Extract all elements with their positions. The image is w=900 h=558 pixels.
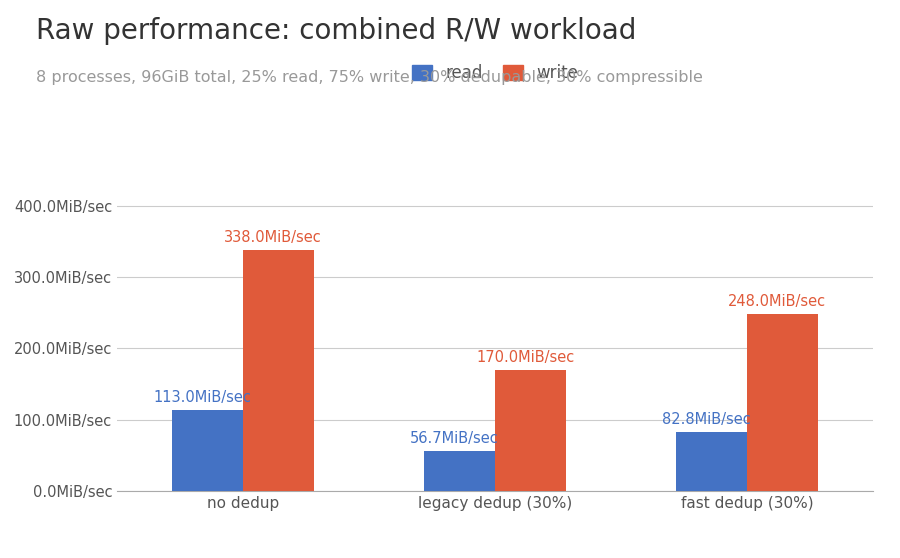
Text: 338.0MiB/sec: 338.0MiB/sec [224,230,322,245]
Bar [495,370,565,491]
Text: 82.8MiB/sec: 82.8MiB/sec [662,412,752,427]
Text: 170.0MiB/sec: 170.0MiB/sec [476,350,574,365]
Legend: read, write: read, write [405,57,585,89]
Text: 56.7MiB/sec: 56.7MiB/sec [410,431,500,446]
Bar [425,450,495,491]
Bar [243,250,313,491]
Bar [747,314,817,491]
Bar [677,432,747,491]
Text: 8 processes, 96GiB total, 25% read, 75% write, 30% dedupable, 30% compressible: 8 processes, 96GiB total, 25% read, 75% … [36,70,703,85]
Text: 113.0MiB/sec: 113.0MiB/sec [154,391,252,406]
Text: 248.0MiB/sec: 248.0MiB/sec [728,294,826,309]
Bar [173,410,243,491]
Text: Raw performance: combined R/W workload: Raw performance: combined R/W workload [36,17,636,45]
